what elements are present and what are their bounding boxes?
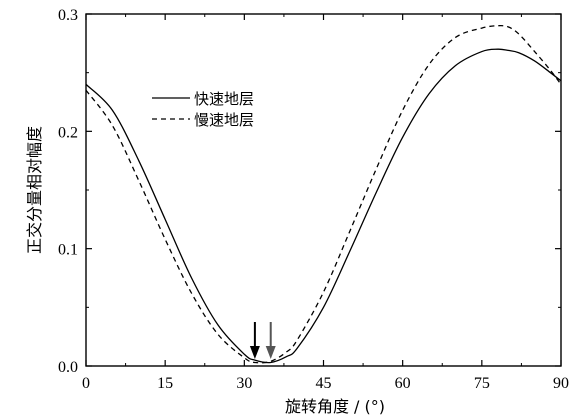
minimum-arrow-head-1: [265, 346, 276, 359]
series-layer: [85, 24, 562, 364]
legend-label-slow: 慢速地层: [194, 111, 254, 129]
series-line-0: [85, 48, 562, 364]
y-tick-label: 0.2: [58, 124, 78, 141]
series-line-1: [85, 24, 562, 364]
y-axis: 0.0 0.1 0.2 0.3: [58, 7, 561, 376]
x-tick-label: 0: [82, 375, 90, 392]
x-tick-label: 45: [316, 375, 332, 392]
x-tick-label: 60: [395, 375, 411, 392]
y-axis-title: 正交分量相对幅度: [25, 126, 44, 254]
x-tick-label: 30: [236, 375, 252, 392]
y-tick-label: 0.3: [58, 7, 78, 24]
x-tick-label: 75: [474, 375, 490, 392]
legend: 快速地层 慢速地层: [152, 90, 254, 129]
y-tick-label: 0.1: [58, 242, 78, 259]
arrow-layer: [249, 322, 276, 359]
x-axis-title: 旋转角度 / (°): [285, 397, 385, 416]
x-tick-label: 90: [553, 375, 569, 392]
plot-area: [85, 13, 562, 367]
x-tick-label: 15: [157, 375, 173, 392]
plot-frame: [85, 13, 562, 367]
x-axis: 0 15 30 45 60 75 90: [82, 14, 569, 392]
legend-label-fast: 快速地层: [194, 90, 254, 108]
y-tick-label: 0.0: [58, 359, 78, 376]
minimum-arrow-head-0: [249, 346, 260, 359]
